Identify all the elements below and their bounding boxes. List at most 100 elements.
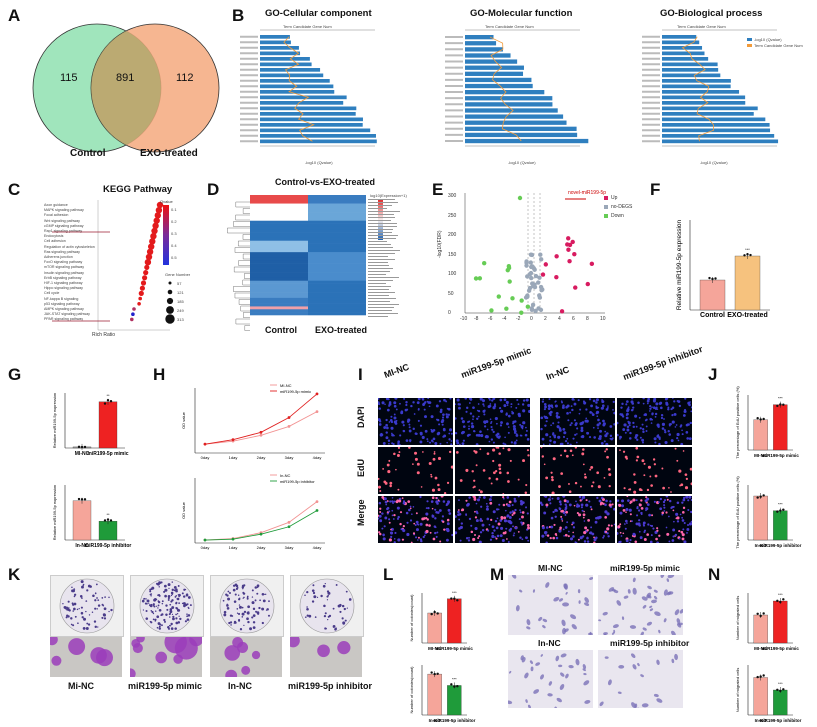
edu-cell-dot — [597, 427, 599, 430]
edu-cell-dot — [653, 437, 657, 441]
colony-dot — [85, 610, 87, 613]
edu-cell-dot — [450, 440, 453, 442]
colony-col-label: In-NC — [228, 681, 252, 691]
edu-cell-dot — [619, 511, 623, 515]
edu-cell-dot — [485, 502, 488, 505]
kegg-pathway-label: Endocytosis — [44, 234, 64, 239]
go-bar — [465, 132, 578, 138]
edu-cell-dot — [566, 521, 569, 524]
edu-cell-dot — [601, 406, 605, 410]
edu-cell-dot — [458, 406, 461, 410]
colony-dot — [85, 627, 89, 630]
edu-cell-dot — [575, 500, 577, 503]
edu-cell-dot — [636, 438, 639, 441]
volcano-point-nodeg — [536, 306, 541, 311]
edu-cell-dot — [526, 512, 529, 515]
dendrogram-branch — [243, 312, 250, 318]
venn-left-count: 115 — [60, 72, 78, 84]
edu-cell-dot — [668, 515, 670, 518]
colony-dot — [183, 604, 186, 608]
colony-col-label: Mi-NC — [68, 681, 94, 691]
colony-dot — [103, 617, 107, 620]
go-bp-xlabel: -log10 (Qvalue) — [700, 160, 728, 165]
colony-dot — [175, 621, 179, 625]
edu-cell-dot — [664, 440, 668, 445]
edu-cell-dot — [509, 511, 512, 514]
edu-cell-dot — [389, 484, 392, 488]
edu-cell-dot — [684, 473, 688, 476]
edu-cell-dot — [554, 508, 558, 512]
edu-cell-dot — [574, 541, 577, 543]
edu-cell-dot — [409, 505, 412, 508]
heatmap-row-label-placeholder — [368, 280, 394, 281]
edu-cell-dot — [388, 518, 391, 521]
edu-cell-dot — [448, 432, 451, 435]
significance-label: *** — [452, 676, 457, 681]
heatmap-cell — [308, 280, 366, 284]
edu-cell-dot — [505, 400, 509, 405]
colony-dot — [80, 606, 83, 609]
colony-col-label: miR199-5p mimic — [128, 681, 203, 691]
colony-dot — [314, 616, 317, 618]
migrated-cell — [588, 632, 593, 635]
edu-cell-dot — [543, 415, 546, 418]
heatmap-title: Control-vs-EXO-treated — [275, 177, 376, 187]
volcano-point-up — [543, 262, 549, 267]
edu-cell-dot — [602, 419, 605, 423]
edu-cell-dot — [388, 538, 392, 542]
edu-cell-dot — [448, 450, 452, 454]
go-bar — [662, 84, 731, 89]
colony-blob — [136, 637, 145, 643]
edu-cell-dot — [493, 529, 496, 532]
kegg-pathway-label: Rap1 signaling pathway — [44, 229, 83, 233]
edu-cell-dot — [600, 442, 604, 445]
bar-chart-ylabel: Relative miR199-5p expression — [52, 485, 57, 541]
edu-cell-dot — [643, 474, 646, 477]
edu-cell-dot — [481, 399, 486, 403]
colony-dot — [335, 627, 337, 630]
edu-cell-dot — [672, 528, 676, 532]
edu-cell-dot — [586, 536, 589, 540]
colony-dot — [175, 607, 179, 610]
edu-cell-dot — [459, 479, 463, 482]
volcano-x-tick: 6 — [572, 316, 575, 322]
colony-dot — [335, 584, 338, 586]
edu-cell-dot — [428, 401, 432, 404]
migrated-cell — [521, 657, 526, 663]
edu-cell-dot — [580, 426, 584, 430]
data-point — [756, 612, 759, 616]
volcano-point-nodeg — [527, 285, 533, 291]
edu-cell-dot — [574, 422, 578, 425]
edu-cell-dot — [401, 497, 404, 500]
edu-cell-dot — [434, 517, 437, 520]
edu-cell-dot — [466, 406, 469, 410]
edu-cell-dot — [493, 471, 496, 475]
edu-cell-dot — [543, 511, 547, 515]
edu-cell-dot — [561, 406, 565, 409]
edu-cell-dot — [402, 524, 405, 528]
edu-cell-dot — [426, 500, 429, 503]
edu-cell-dot — [547, 407, 551, 411]
line-point — [287, 525, 291, 529]
edu-cell-dot — [660, 414, 664, 417]
edu-cell-dot — [506, 422, 509, 426]
edu-cell-dot — [638, 503, 642, 507]
edu-cell-dot — [473, 485, 476, 488]
edu-cell-dot — [498, 406, 502, 410]
volcano-point-nodeg — [532, 267, 537, 272]
edu-cell-dot — [662, 500, 666, 504]
edu-cell-dot — [550, 476, 554, 479]
heatmap-row-label-placeholder — [368, 247, 393, 248]
edu-cell-dot — [390, 527, 394, 531]
colony-dot — [327, 591, 331, 595]
colony-dot — [304, 616, 307, 618]
edu-cell-dot — [681, 519, 685, 522]
colony-dot — [164, 588, 168, 592]
volcano-point-nodeg — [535, 280, 541, 285]
edu-cell-dot — [483, 409, 486, 412]
heatmap-row-label-placeholder — [368, 289, 389, 290]
heatmap-cell — [250, 292, 308, 296]
edu-cell-dot — [631, 398, 634, 400]
edu-cell-dot — [675, 512, 679, 516]
